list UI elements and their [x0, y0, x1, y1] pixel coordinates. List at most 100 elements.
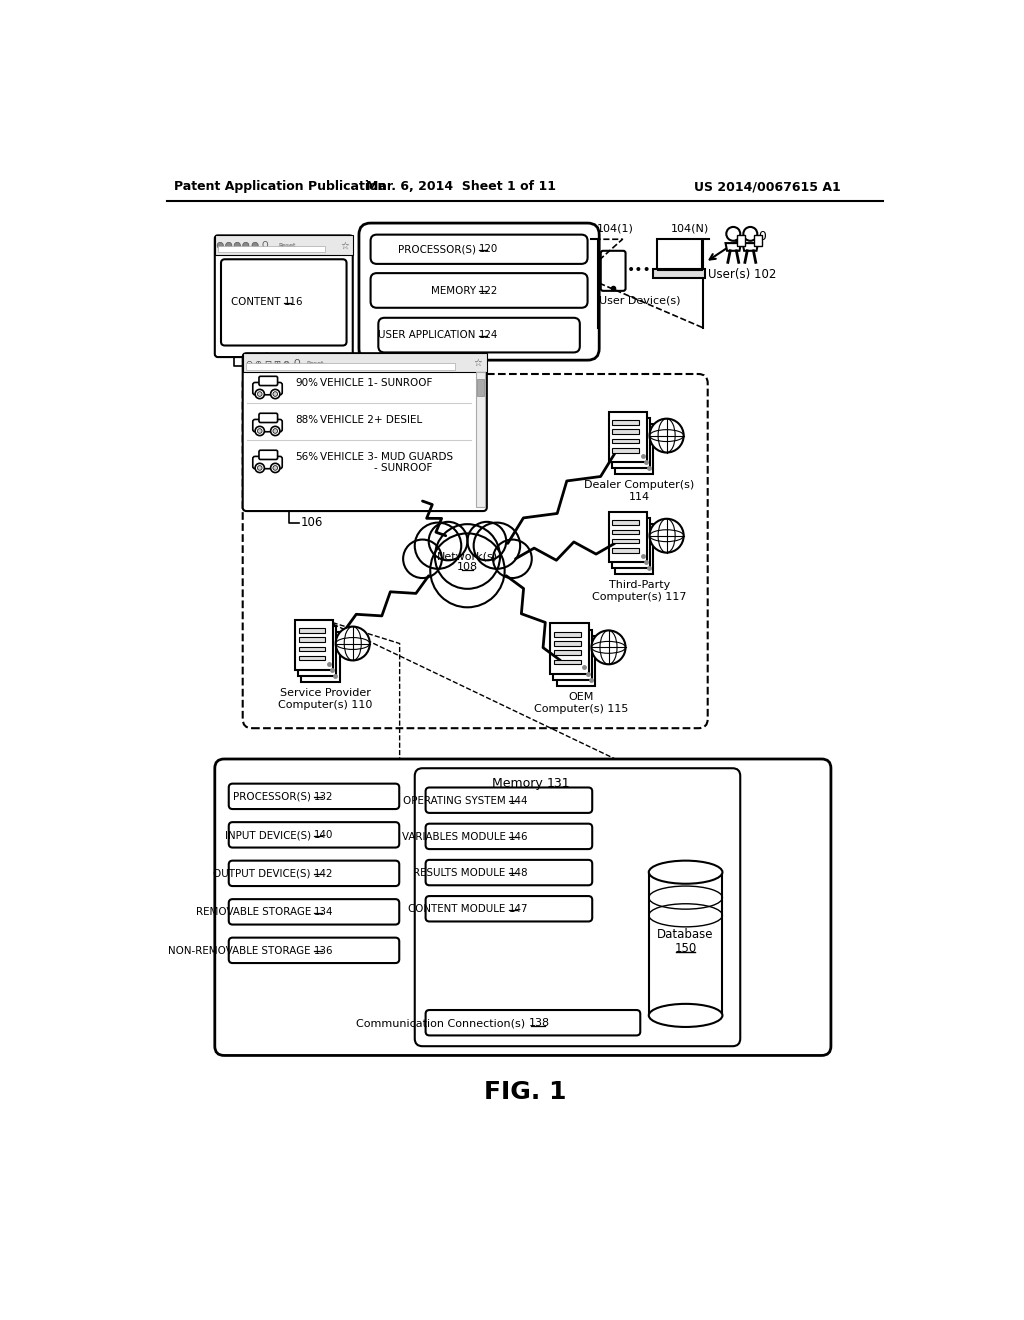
Text: FIG. 1: FIG. 1: [483, 1080, 566, 1104]
Ellipse shape: [649, 861, 722, 884]
Bar: [560, 644, 587, 649]
Bar: [612, 429, 639, 434]
FancyBboxPatch shape: [426, 1010, 640, 1035]
Text: Database: Database: [657, 928, 714, 941]
Text: REMOVABLE STORAGE: REMOVABLE STORAGE: [196, 907, 314, 917]
FancyBboxPatch shape: [253, 383, 283, 395]
Bar: [295, 619, 334, 669]
Circle shape: [252, 243, 258, 248]
Bar: [218, 246, 325, 252]
Circle shape: [430, 533, 505, 607]
FancyBboxPatch shape: [371, 273, 588, 308]
Text: VEHICLE 3: VEHICLE 3: [321, 453, 374, 462]
FancyBboxPatch shape: [259, 376, 278, 385]
Bar: [737, 235, 744, 246]
FancyBboxPatch shape: [228, 861, 399, 886]
Bar: [656, 239, 701, 271]
Text: 122: 122: [479, 286, 499, 296]
Text: 136: 136: [314, 945, 334, 956]
Text: 100: 100: [744, 231, 768, 243]
FancyBboxPatch shape: [228, 937, 399, 964]
Bar: [554, 642, 581, 645]
Bar: [299, 647, 325, 651]
Circle shape: [429, 521, 467, 561]
Text: 104(N): 104(N): [671, 224, 709, 234]
Bar: [611, 418, 650, 469]
Text: - SUNROOF: - SUNROOF: [375, 463, 433, 473]
Circle shape: [255, 426, 264, 436]
FancyBboxPatch shape: [253, 457, 283, 469]
Circle shape: [270, 463, 280, 473]
Bar: [215, 235, 352, 255]
FancyBboxPatch shape: [215, 759, 830, 1056]
Bar: [299, 656, 325, 660]
Circle shape: [435, 524, 500, 589]
Text: User Device(s): User Device(s): [599, 296, 680, 305]
Polygon shape: [726, 243, 741, 251]
Text: Third-Party
Computer(s) 117: Third-Party Computer(s) 117: [592, 581, 687, 602]
Bar: [608, 512, 647, 562]
Text: 124: 124: [479, 330, 499, 341]
Text: 108: 108: [457, 562, 478, 573]
FancyBboxPatch shape: [378, 318, 580, 352]
Bar: [755, 235, 762, 246]
Text: Mar. 6, 2014  Sheet 1 of 11: Mar. 6, 2014 Sheet 1 of 11: [367, 181, 556, 194]
Bar: [649, 873, 722, 1015]
Bar: [243, 354, 486, 372]
Bar: [618, 461, 645, 465]
FancyBboxPatch shape: [426, 859, 592, 886]
Text: 106: 106: [301, 516, 324, 529]
FancyBboxPatch shape: [228, 899, 399, 924]
FancyBboxPatch shape: [228, 784, 399, 809]
Bar: [476, 372, 484, 507]
Text: 144: 144: [509, 796, 528, 805]
Circle shape: [474, 523, 520, 569]
Text: 132: 132: [314, 792, 334, 801]
Bar: [615, 545, 642, 549]
Bar: [305, 659, 331, 664]
Bar: [618, 442, 645, 446]
Text: ☆: ☆: [341, 240, 349, 251]
Text: Patent Application Publication: Patent Application Publication: [174, 181, 387, 194]
Bar: [608, 412, 647, 462]
Circle shape: [415, 523, 461, 569]
Text: VARIABLES MODULE: VARIABLES MODULE: [401, 832, 509, 842]
Text: 116: 116: [284, 297, 303, 308]
FancyBboxPatch shape: [215, 235, 352, 358]
Circle shape: [270, 426, 280, 436]
Circle shape: [649, 418, 684, 453]
Bar: [611, 517, 650, 568]
Circle shape: [592, 631, 626, 664]
Text: - MUD GUARDS: - MUD GUARDS: [375, 453, 454, 462]
Text: User(s) 102: User(s) 102: [708, 268, 776, 281]
Text: 147: 147: [509, 904, 528, 915]
Text: NON-REMOVABLE STORAGE: NON-REMOVABLE STORAGE: [168, 945, 314, 956]
Circle shape: [493, 540, 531, 578]
Circle shape: [649, 519, 684, 553]
Text: MEMORY: MEMORY: [431, 286, 479, 296]
Bar: [615, 554, 642, 558]
FancyBboxPatch shape: [259, 413, 278, 422]
Bar: [615, 445, 642, 449]
FancyBboxPatch shape: [228, 822, 399, 847]
Bar: [560, 653, 587, 659]
Bar: [554, 660, 581, 664]
Bar: [560, 672, 587, 677]
Bar: [614, 524, 653, 574]
Circle shape: [336, 627, 370, 660]
Bar: [615, 536, 642, 540]
FancyBboxPatch shape: [415, 768, 740, 1047]
Bar: [246, 363, 455, 370]
FancyBboxPatch shape: [253, 420, 283, 432]
Text: Communication Connection(s): Communication Connection(s): [356, 1018, 529, 1028]
Bar: [302, 644, 328, 648]
Text: 142: 142: [314, 869, 334, 879]
Bar: [298, 626, 337, 676]
Circle shape: [243, 243, 249, 248]
Bar: [618, 532, 645, 537]
Bar: [615, 426, 642, 430]
Bar: [614, 424, 653, 474]
Circle shape: [270, 389, 280, 399]
Circle shape: [467, 521, 506, 561]
Bar: [305, 640, 331, 645]
